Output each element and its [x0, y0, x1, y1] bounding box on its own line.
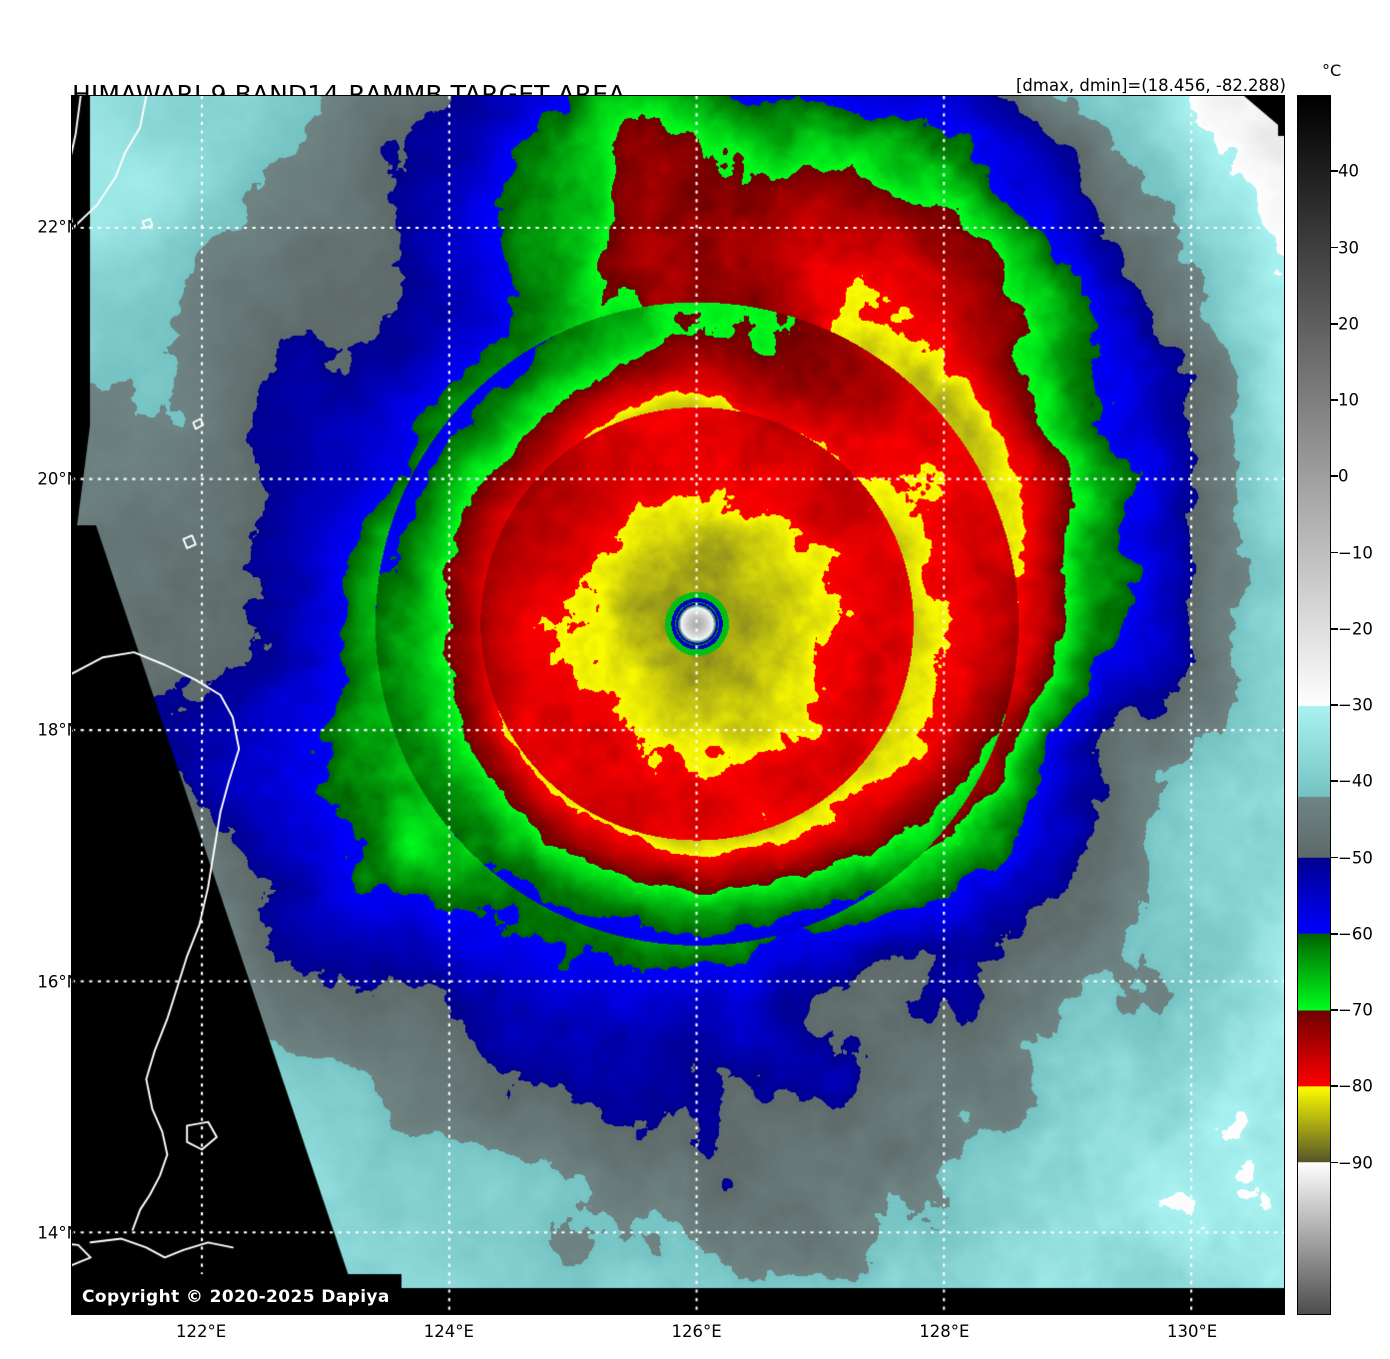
colorbar-tick-label: −20 — [1338, 619, 1373, 639]
y-tick-label: 14°N — [37, 1223, 79, 1243]
colorbar-tick-label: −30 — [1338, 695, 1373, 715]
colorbar-tick-mark — [1331, 475, 1338, 478]
colorbar-tick-mark — [1331, 932, 1338, 935]
colorbar-tick-mark — [1331, 399, 1338, 401]
temperature-colorbar[interactable] — [1297, 95, 1331, 1315]
colorbar-tick-label: −60 — [1338, 924, 1373, 944]
x-tick-label: 128°E — [919, 1322, 970, 1341]
colorbar-tick-label: −50 — [1338, 848, 1373, 867]
y-tick-label: 18°N — [37, 720, 79, 740]
colorbar-tick-mark — [1331, 704, 1338, 706]
colorbar-tick-label: 30 — [1338, 238, 1359, 257]
x-tick-label: 126°E — [671, 1322, 722, 1341]
colorbar-tick-label: 10 — [1338, 390, 1359, 410]
colorbar-tick-mark — [1331, 246, 1338, 249]
colorbar-tick-label: −10 — [1338, 543, 1373, 562]
dminmax-label: [dmax, dmin]=(18.456, -82.288) — [1016, 76, 1286, 95]
colorbar-tick-label: −70 — [1338, 1000, 1373, 1020]
colorbar-tick-mark — [1331, 1161, 1338, 1164]
x-tick-label: 130°E — [1166, 1322, 1218, 1341]
y-tick-label: 22°N — [37, 217, 79, 237]
infrared-satellite-canvas — [72, 96, 1284, 1314]
colorbar-tick-label: 40 — [1338, 161, 1359, 181]
page-title: HIMAWARI-9 BAND14-RAMMB TARGET AREA — [72, 80, 625, 110]
colorbar-tick-mark — [1331, 780, 1338, 783]
colorbar-tick-mark — [1331, 170, 1338, 173]
colorbar-tick-mark — [1331, 322, 1338, 325]
colorbar-tick-label: −40 — [1338, 771, 1373, 791]
x-tick-label: 122°E — [175, 1322, 227, 1341]
colorbar-tick-label: 0 — [1338, 466, 1349, 486]
colorbar-gradient-canvas — [1298, 96, 1330, 1314]
colorbar-tick-mark — [1331, 627, 1338, 630]
colorbar-tick-mark — [1331, 1085, 1338, 1088]
colorbar-tick-mark — [1331, 1009, 1338, 1011]
y-tick-label: 20°N — [37, 469, 79, 489]
x-tick-label: 124°E — [423, 1322, 474, 1341]
satellite-plot-area[interactable]: Copyright © 2020-2025 Dapiya — [71, 95, 1285, 1315]
colorbar-tick-label: 20 — [1338, 314, 1359, 334]
colorbar-tick-label: −80 — [1338, 1076, 1373, 1096]
copyright-label: Copyright © 2020-2025 Dapiya — [82, 1287, 390, 1307]
colorbar-tick-label: −90 — [1338, 1153, 1373, 1172]
colorbar-tick-mark — [1331, 551, 1338, 554]
colorbar-unit-label: °C — [1322, 61, 1342, 80]
y-tick-label: 16°N — [37, 972, 79, 992]
colorbar-tick-mark — [1331, 856, 1338, 859]
